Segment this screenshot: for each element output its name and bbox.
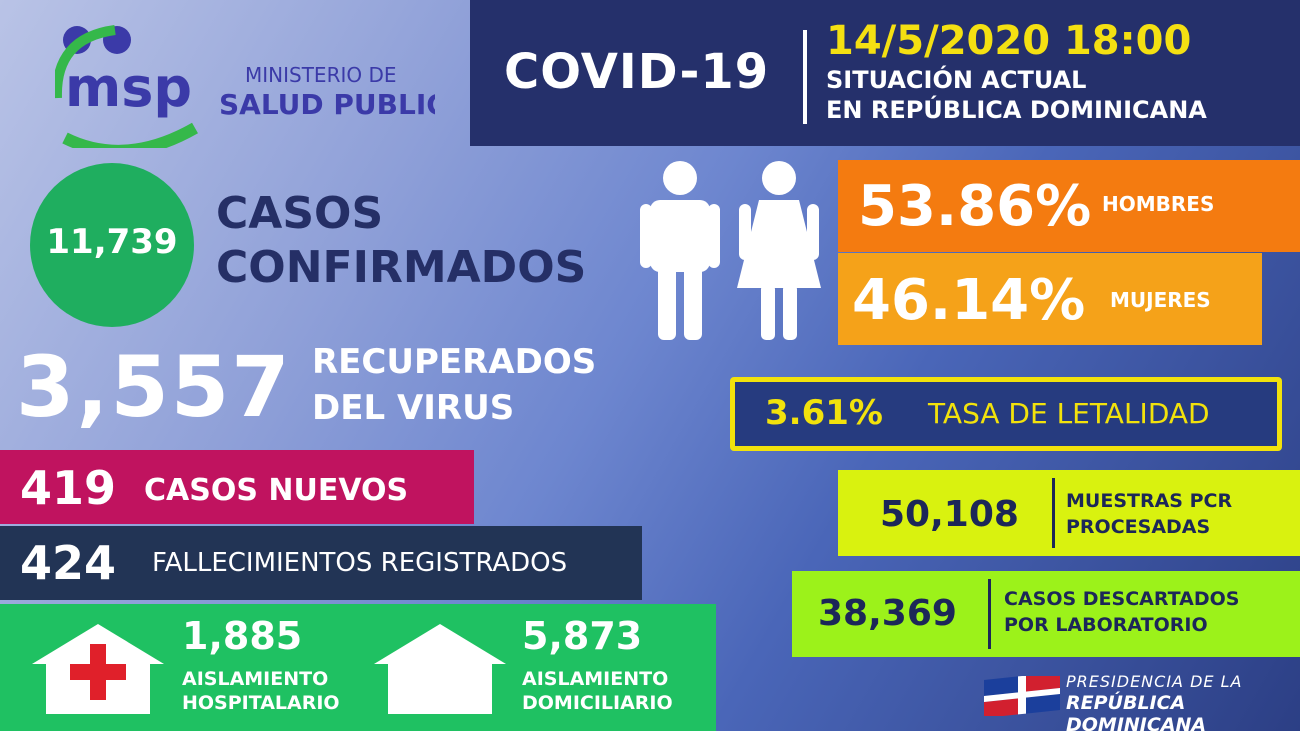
presidency-line1: PRESIDENCIA DE LA xyxy=(1066,672,1243,691)
hospital-isolation-label-line2: HOSPITALARIO xyxy=(182,692,340,714)
discarded-box xyxy=(792,571,1300,657)
pcr-value: 50,108 xyxy=(880,494,1019,535)
dominican-flag-icon xyxy=(984,676,1060,716)
ministry-line2: SALUD PUBLICA xyxy=(219,88,435,121)
man-icon xyxy=(640,161,720,340)
discarded-label-line1: CASOS DESCARTADOS xyxy=(1004,588,1240,610)
confirmed-label-line1: CASOS xyxy=(216,188,384,239)
lethality-value: 3.61% xyxy=(765,393,883,433)
home-isolation-value: 5,873 xyxy=(522,614,643,658)
svg-text:msp: msp xyxy=(65,56,192,119)
header-divider xyxy=(803,30,807,124)
pcr-divider xyxy=(1052,478,1055,548)
msp-logo: msp MINISTERIO DE SALUD PUBLICA xyxy=(51,18,469,157)
recovered-label-line2: DEL VIRUS xyxy=(312,388,515,428)
pcr-box xyxy=(838,470,1300,556)
discarded-divider xyxy=(988,579,991,649)
confirmed-value: 11,739 xyxy=(46,222,178,262)
header-subtitle-line1: SITUACIÓN ACTUAL xyxy=(826,66,1087,94)
home-isolation-label-line1: AISLAMIENTO xyxy=(522,668,669,690)
confirmed-label-line2: CONFIRMADOS xyxy=(216,242,587,293)
ministry-line1: MINISTERIO DE xyxy=(245,63,397,87)
men-label: HOMBRES xyxy=(1102,192,1215,216)
discarded-label-line2: POR LABORATORIO xyxy=(1004,614,1208,636)
women-bar xyxy=(838,253,1262,345)
presidency-line2: REPÚBLICA DOMINICANA xyxy=(1066,692,1207,731)
lethality-box xyxy=(730,377,1282,451)
pcr-label-line2: PROCESADAS xyxy=(1066,516,1211,538)
header-band xyxy=(470,0,1300,146)
hospital-isolation-label-line1: AISLAMIENTO xyxy=(182,668,329,690)
deaths-value: 424 xyxy=(20,536,117,590)
hospital-house-icon xyxy=(32,624,164,714)
report-datetime: 14/5/2020 18:00 xyxy=(826,18,1192,64)
women-percent: 46.14% xyxy=(852,268,1086,333)
confirmed-circle xyxy=(30,163,194,327)
men-percent: 53.86% xyxy=(858,174,1092,239)
women-label: MUJERES xyxy=(1110,288,1211,312)
header-subtitle-line2: EN REPÚBLICA DOMINICANA xyxy=(826,96,1207,124)
home-icon xyxy=(374,624,506,714)
hospital-isolation-value: 1,885 xyxy=(182,614,303,658)
lethality-label: TASA DE LETALIDAD xyxy=(928,397,1210,430)
discarded-value: 38,369 xyxy=(818,593,957,634)
woman-icon xyxy=(737,161,821,340)
men-bar xyxy=(838,160,1300,252)
new-cases-bar xyxy=(0,450,474,524)
recovered-value: 3,557 xyxy=(16,338,292,436)
home-isolation-label-line2: DOMICILIARIO xyxy=(522,692,673,714)
deaths-bar xyxy=(0,526,642,600)
recovered-label-line1: RECUPERADOS xyxy=(312,342,597,382)
deaths-label: FALLECIMIENTOS REGISTRADOS xyxy=(152,548,568,578)
new-cases-value: 419 xyxy=(20,461,117,515)
pcr-label-line1: MUESTRAS PCR xyxy=(1066,490,1233,512)
new-cases-label: CASOS NUEVOS xyxy=(144,473,409,508)
page-title: COVID-19 xyxy=(504,44,770,100)
